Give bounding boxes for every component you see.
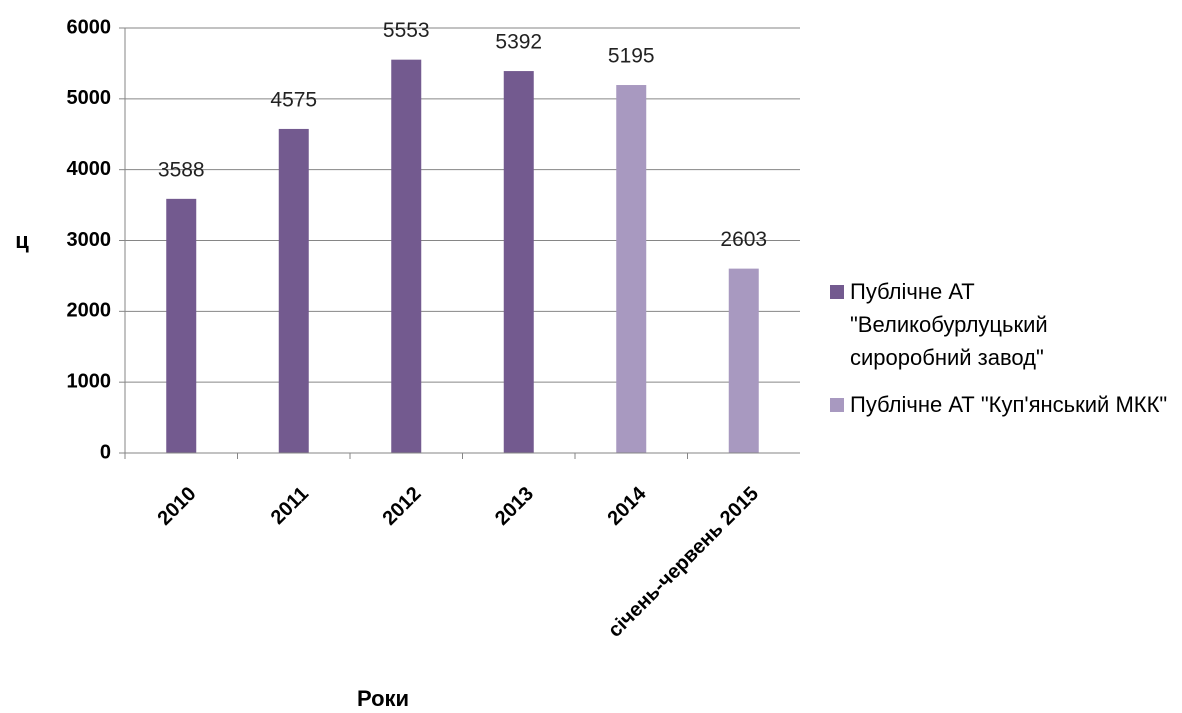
x-tick-label: 2010 — [153, 483, 200, 530]
y-tick-label: 4000 — [67, 158, 112, 180]
y-tick-label: 6000 — [67, 16, 112, 38]
data-label: 5553 — [383, 19, 430, 42]
bar — [391, 59, 422, 453]
bar — [166, 198, 197, 453]
legend-swatch — [830, 398, 844, 412]
y-tick-label: 3000 — [67, 229, 112, 251]
x-tick-label: 2013 — [491, 483, 538, 530]
legend-label: Публічне АТ "Куп'янський МКК" — [850, 392, 1168, 417]
x-axis-label: Роки — [357, 686, 409, 711]
y-tick-label: 0 — [100, 441, 111, 463]
data-label: 5195 — [608, 45, 655, 68]
y-tick-label: 1000 — [67, 370, 112, 392]
data-label: 2603 — [720, 228, 767, 251]
data-label: 5392 — [495, 31, 542, 54]
y-tick-label: 2000 — [67, 300, 112, 322]
bar — [616, 85, 647, 453]
x-tick-label: 2012 — [378, 483, 425, 530]
bar — [728, 268, 759, 453]
y-axis-label: ц — [15, 228, 29, 253]
legend: Публічне АТ "Великобурлуцький сироробний… — [830, 275, 1175, 435]
legend-swatch — [830, 285, 844, 299]
legend-item: Публічне АТ "Великобурлуцький сироробний… — [830, 275, 1175, 374]
bar — [278, 128, 309, 453]
data-label: 3588 — [158, 158, 205, 181]
data-label: 4575 — [270, 88, 317, 111]
bar — [503, 71, 534, 454]
y-tick-label: 5000 — [67, 87, 112, 109]
legend-item: Публічне АТ "Куп'янський МКК" — [830, 388, 1175, 421]
x-tick-label: 2011 — [267, 483, 313, 529]
legend-label: Публічне АТ "Великобурлуцький сироробний… — [850, 279, 1048, 370]
x-tick-label: 2014 — [603, 482, 651, 530]
